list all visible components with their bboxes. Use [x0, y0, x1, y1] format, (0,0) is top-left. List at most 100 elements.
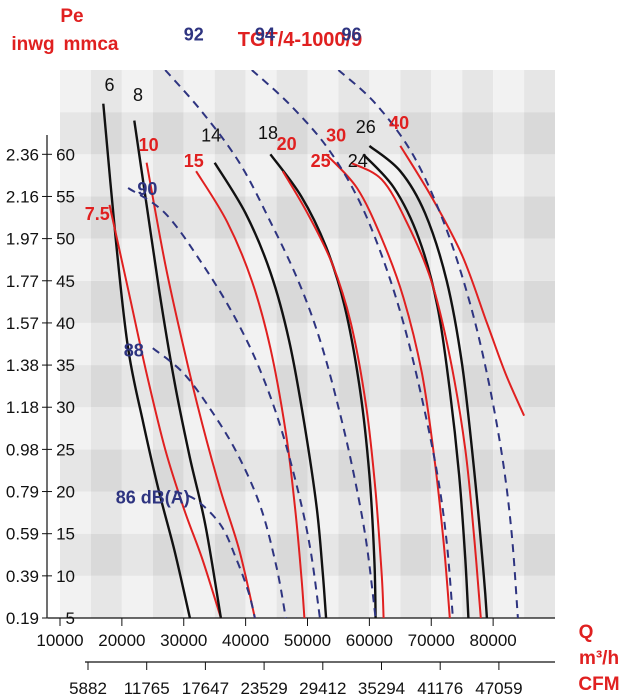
x-secondary-tick-label: 35294	[358, 679, 405, 698]
curve-dash-94	[251, 70, 454, 618]
grid-cell	[60, 575, 91, 618]
grid-cell	[90, 491, 122, 534]
grid-cell	[431, 407, 463, 450]
grid-cell	[524, 70, 555, 113]
x-unit-label: m³/h	[579, 648, 619, 669]
grid-cell	[338, 238, 370, 281]
grid-cell	[60, 491, 91, 534]
curve-label-40: 40	[389, 113, 409, 133]
grid-cell	[493, 491, 525, 534]
x-tick-label: 40000	[222, 631, 269, 650]
y-secondary-tick-label: 2.36	[6, 145, 39, 164]
grid-cell	[60, 196, 91, 239]
curve-label-26: 26	[356, 117, 376, 137]
y-secondary-tick-label: 1.38	[6, 356, 39, 375]
grid-cell	[152, 280, 184, 323]
axes: 5 0.19 10 0.39 15 0.59 20 0.79 25 0.98 30 1.18 35 1.3…	[6, 135, 555, 698]
y-secondary-tick-label: 0.39	[6, 567, 39, 586]
curve-black-14	[213, 162, 328, 618]
grid-cell	[276, 491, 308, 534]
grid-cell	[183, 280, 215, 323]
curve-label-14: 14	[201, 126, 221, 146]
grid-cell	[276, 70, 308, 113]
grid-cell	[307, 238, 339, 281]
grid-cell	[524, 280, 555, 323]
grid-cell	[431, 70, 463, 113]
curve-red-15	[195, 170, 306, 618]
grid-cell	[121, 238, 153, 281]
grid-cell	[214, 365, 246, 408]
curve-red-25	[325, 153, 451, 618]
grid-cell	[60, 533, 91, 576]
grid-cell	[183, 70, 215, 113]
grid-cell	[245, 407, 277, 450]
grid-cell	[90, 196, 122, 239]
series-group	[102, 70, 526, 618]
curve-label-96: 96	[342, 24, 362, 44]
grid-cell	[60, 280, 91, 323]
grid-cell	[276, 365, 308, 408]
grid-cell	[524, 575, 555, 618]
grid-cell	[307, 407, 339, 450]
x-tick-label: 10000	[36, 631, 83, 650]
x-q-label: Q	[579, 622, 594, 643]
chart-title: TGT/4-1000/9	[238, 29, 363, 51]
x-secondary-tick-label: 23529	[240, 679, 287, 698]
grid-cell	[338, 575, 370, 618]
grid-cell	[493, 238, 525, 281]
grid-cell	[431, 154, 463, 197]
grid-cell	[462, 154, 494, 197]
grid-cell	[307, 322, 339, 366]
y-tick-label: 45	[56, 272, 75, 291]
grid-cell	[524, 322, 555, 366]
grid-cell	[121, 154, 153, 197]
grid-cell	[152, 112, 184, 155]
grid-cell	[245, 196, 277, 239]
grid-cell	[90, 154, 122, 197]
grid-cell	[369, 112, 401, 155]
grid-cell	[90, 449, 122, 492]
grid-cell	[60, 407, 91, 450]
curve-red-20	[281, 170, 385, 618]
grid-cell	[400, 449, 432, 492]
y-secondary-tick-label: 0.79	[6, 483, 39, 502]
grid-cell	[493, 112, 525, 155]
x-tick-label: 70000	[408, 631, 455, 650]
curve-label-20: 20	[277, 134, 297, 154]
grid-cell	[493, 280, 525, 323]
grid-cell	[307, 280, 339, 323]
series-layer	[102, 70, 526, 618]
y-secondary-tick-label: 0.98	[6, 440, 39, 459]
curve-label-94: 94	[255, 24, 275, 44]
grid-cell	[369, 365, 401, 408]
grid-cell	[338, 322, 370, 366]
x-tick-label: 20000	[98, 631, 145, 650]
curve-label-92: 92	[184, 24, 204, 44]
grid-cell	[245, 70, 277, 113]
grid-cell	[431, 112, 463, 155]
curve-label-24: 24	[348, 151, 368, 171]
grid-cell	[183, 322, 215, 366]
grid-cell	[60, 112, 91, 155]
grid-cell	[369, 491, 401, 534]
y-secondary-tick-label: 2.16	[6, 187, 39, 206]
grid-cell	[90, 575, 122, 618]
y-tick-label: 40	[56, 314, 75, 333]
grid-cell	[524, 112, 555, 155]
y-secondary-tick-label: 1.97	[6, 230, 39, 249]
grid-cell	[183, 196, 215, 239]
grid-cell	[245, 322, 277, 366]
y-secondary-tick-label: 1.57	[6, 314, 39, 333]
grid-cell	[121, 491, 153, 534]
grid-cell	[152, 70, 184, 113]
grid-cell	[121, 449, 153, 492]
curve-dash-96	[337, 70, 519, 618]
grid-cell	[60, 238, 91, 281]
grid-cell	[493, 70, 525, 113]
y-tick-label: 35	[56, 356, 75, 375]
grid-cell	[400, 407, 432, 450]
curve-dash-92	[164, 70, 377, 618]
curve-red-10	[145, 162, 256, 618]
